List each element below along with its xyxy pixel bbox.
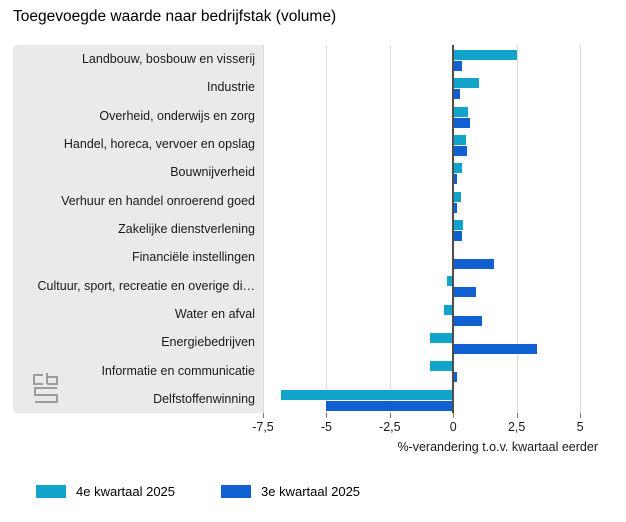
x-tick-mark [326,413,328,418]
x-tick-label: 0 [449,420,457,434]
chart-row [263,300,608,328]
category-label: Informatie en communicatie [101,363,255,378]
x-tick-mark [263,413,264,418]
gridline [326,45,328,413]
x-tick-mark [389,413,391,418]
category-labels: Landbouw, bosbouw en visserij Industrie Ov… [13,45,263,413]
chart-row [263,130,608,158]
chart-row [263,187,608,215]
chart-row [263,271,608,299]
zero-axis-line [452,45,455,413]
bar-3e-kwartaal[interactable] [453,89,460,100]
legend-item[interactable]: 4e kwartaal 2025 [36,484,175,499]
cbs-logo-icon [33,373,58,403]
category-label: Cultuur, sport, recreatie en overige di… [37,278,255,293]
category-label: Zakelijke dienstverlening [118,222,255,237]
gridline [516,45,518,413]
chart-title: Toegevoegde waarde naar bedrijfstak (vol… [13,8,337,25]
bar-3e-kwartaal[interactable] [453,117,470,128]
gridline [389,45,391,413]
bar-4e-kwartaal[interactable] [453,78,479,89]
x-tick-label: -7,5 [252,420,274,434]
chart-row [263,102,608,130]
category-label: Landbouw, bosbouw en visserij [81,52,255,67]
bar-3e-kwartaal[interactable] [453,61,463,71]
x-tick-mark [516,413,518,418]
x-tick-label: 5 [576,420,584,434]
bar-3e-kwartaal[interactable] [453,259,494,270]
bar-4e-kwartaal[interactable] [453,163,463,174]
bar-4e-kwartaal[interactable] [444,304,454,315]
bar-4e-kwartaal[interactable] [280,389,454,400]
chart-row [263,45,608,73]
chart-row [263,385,608,413]
category-label: Industrie [207,80,255,95]
x-tick-label: -2,5 [379,420,401,434]
bar-4e-kwartaal[interactable] [430,361,454,372]
legend-item[interactable]: 3e kwartaal 2025 [221,484,360,499]
category-label-panel: Landbouw, bosbouw en visserij Industrie Ov… [13,45,263,413]
category-label: Delfstoffenwinning [153,391,255,406]
bar-4e-kwartaal[interactable] [453,134,466,145]
category-label: Financiële instellingen [132,250,255,265]
chart-row [263,158,608,186]
chart-row [263,356,608,384]
chart-row [263,328,608,356]
x-tick-mark [453,413,455,418]
chart-row [263,215,608,243]
x-tick-label: 2,5 [507,420,526,434]
category-label: Water en afval [174,306,255,321]
legend: 4e kwartaal 2025 3e kwartaal 2025 [36,484,360,499]
bar-3e-kwartaal[interactable] [453,344,537,355]
gridline [580,45,582,413]
bar-3e-kwartaal[interactable] [453,230,463,241]
category-label: Energiebedrijven [161,335,255,350]
bar-3e-kwartaal[interactable] [453,287,477,298]
bar-4e-kwartaal[interactable] [453,106,469,117]
bar-4e-kwartaal[interactable] [446,276,454,287]
gridline [263,45,264,413]
bar-3e-kwartaal[interactable] [453,315,483,326]
legend-swatch-icon [221,485,252,498]
plot-area [263,45,608,413]
x-tick-label: -5 [320,420,332,434]
legend-swatch-icon [36,485,66,498]
bar-3e-kwartaal[interactable] [453,372,458,383]
bar-3e-kwartaal[interactable] [453,202,458,213]
legend-label: 3e kwartaal 2025 [261,484,361,499]
bar-3e-kwartaal[interactable] [453,145,468,156]
x-tick-mark [580,413,582,418]
bar-4e-kwartaal[interactable] [453,50,517,60]
bar-4e-kwartaal[interactable] [453,219,464,230]
category-label: Verhuur en handel onroerend goed [61,193,255,208]
bar-4e-kwartaal[interactable] [453,191,461,202]
chart-row [263,243,608,271]
bar-3e-kwartaal[interactable] [453,174,458,185]
legend-label: 4e kwartaal 2025 [76,484,176,499]
category-label: Bouwnijverheid [170,165,255,180]
bar-3e-kwartaal[interactable] [326,400,454,411]
chart-row [263,73,608,101]
category-label: Handel, horeca, vervoer en opslag [63,137,255,152]
bar-4e-kwartaal[interactable] [430,333,454,344]
category-label: Overheid, onderwijs en zorg [99,108,255,123]
x-axis-title: %-verandering t.o.v. kwartaal eerder [397,440,598,454]
